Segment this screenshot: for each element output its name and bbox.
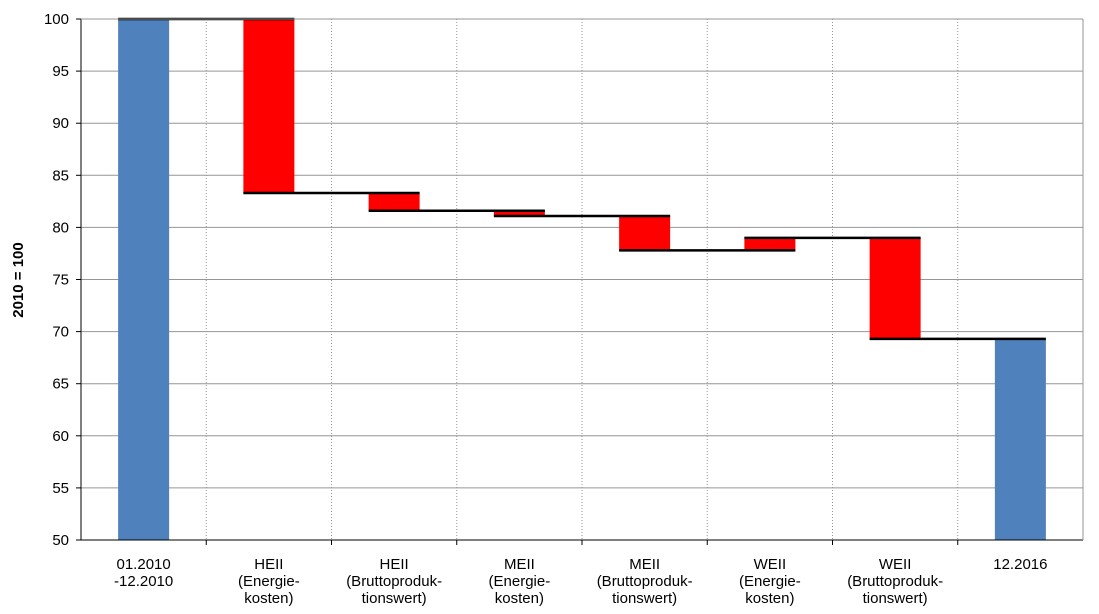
change-bar: [744, 237, 796, 251]
y-tick-label: 80: [52, 219, 69, 236]
x-tick-label: WEII (Bruttoproduk-tionswert): [847, 556, 943, 607]
x-tick-label-line: kosten): [244, 590, 293, 607]
x-tick-label-line: -12.2010: [114, 573, 173, 590]
x-tick-label-line: (Energie-: [238, 573, 300, 590]
axes: [76, 18, 1084, 545]
grid-lines: [81, 18, 1083, 541]
y-tick-label: 55: [52, 480, 69, 497]
y-tick-label: 70: [52, 324, 69, 341]
x-tick-label-line: (Bruttoproduk-: [847, 573, 943, 590]
x-tick-label-line: kosten): [495, 590, 544, 607]
y-tick-label: 50: [52, 532, 69, 549]
x-tick-label-line: tionswert): [863, 590, 928, 607]
y-tick-label: 65: [52, 376, 69, 393]
x-tick-label-line: (Energie-: [489, 573, 551, 590]
total-bar: [118, 19, 170, 540]
x-tick-label-line: MEII: [629, 556, 660, 573]
tick-labels: 50 55 60 65 70 75 80 85 90 95 100 01.2010 -12.2010 HE…: [44, 11, 1048, 607]
x-tick-label-line: WEII: [879, 556, 912, 573]
y-tick-label: 90: [52, 115, 69, 132]
change-bar: [493, 210, 545, 216]
bars: [118, 19, 1046, 540]
x-tick-label: MEII (Energie-kosten): [489, 556, 551, 607]
y-tick-label: 75: [52, 272, 69, 289]
change-bar: [368, 193, 420, 211]
x-tick-label-line: (Energie-: [739, 573, 801, 590]
x-tick-label: MEII (Bruttoproduk-tionswert): [597, 556, 693, 607]
x-tick-label: 12.2016: [993, 556, 1047, 573]
total-bar: [994, 338, 1046, 540]
y-tick-label: 85: [52, 167, 69, 184]
x-tick-label-line: 12.2016: [993, 556, 1047, 573]
x-tick-label-line: tionswert): [362, 590, 427, 607]
x-tick-label-line: tionswert): [612, 590, 677, 607]
y-tick-label: 100: [44, 11, 69, 28]
x-tick-label-line: 01.2010: [117, 556, 171, 573]
x-tick-label: HEII (Bruttoproduk-tionswert): [346, 556, 442, 607]
change-bar: [619, 215, 671, 251]
x-tick-label-line: kosten): [745, 590, 794, 607]
x-tick-label-line: MEII: [504, 556, 535, 573]
x-tick-label-line: (Bruttoproduk-: [346, 573, 442, 590]
x-tick-label: HEII (Energie-kosten): [238, 556, 300, 607]
x-tick-label-line: (Bruttoproduk-: [597, 573, 693, 590]
change-bar: [243, 19, 295, 194]
x-tick-label: 01.2010 -12.2010: [114, 556, 173, 590]
x-tick-label-line: HEII: [380, 556, 409, 573]
y-tick-label: 60: [52, 428, 69, 445]
change-bar: [869, 237, 921, 339]
y-tick-label: 95: [52, 63, 69, 80]
x-tick-label-line: WEII: [754, 556, 787, 573]
x-tick-label: WEII (Energie-kosten): [739, 556, 801, 607]
y-axis-title: 2010 = 100: [10, 242, 27, 318]
x-tick-label-line: HEII: [254, 556, 283, 573]
